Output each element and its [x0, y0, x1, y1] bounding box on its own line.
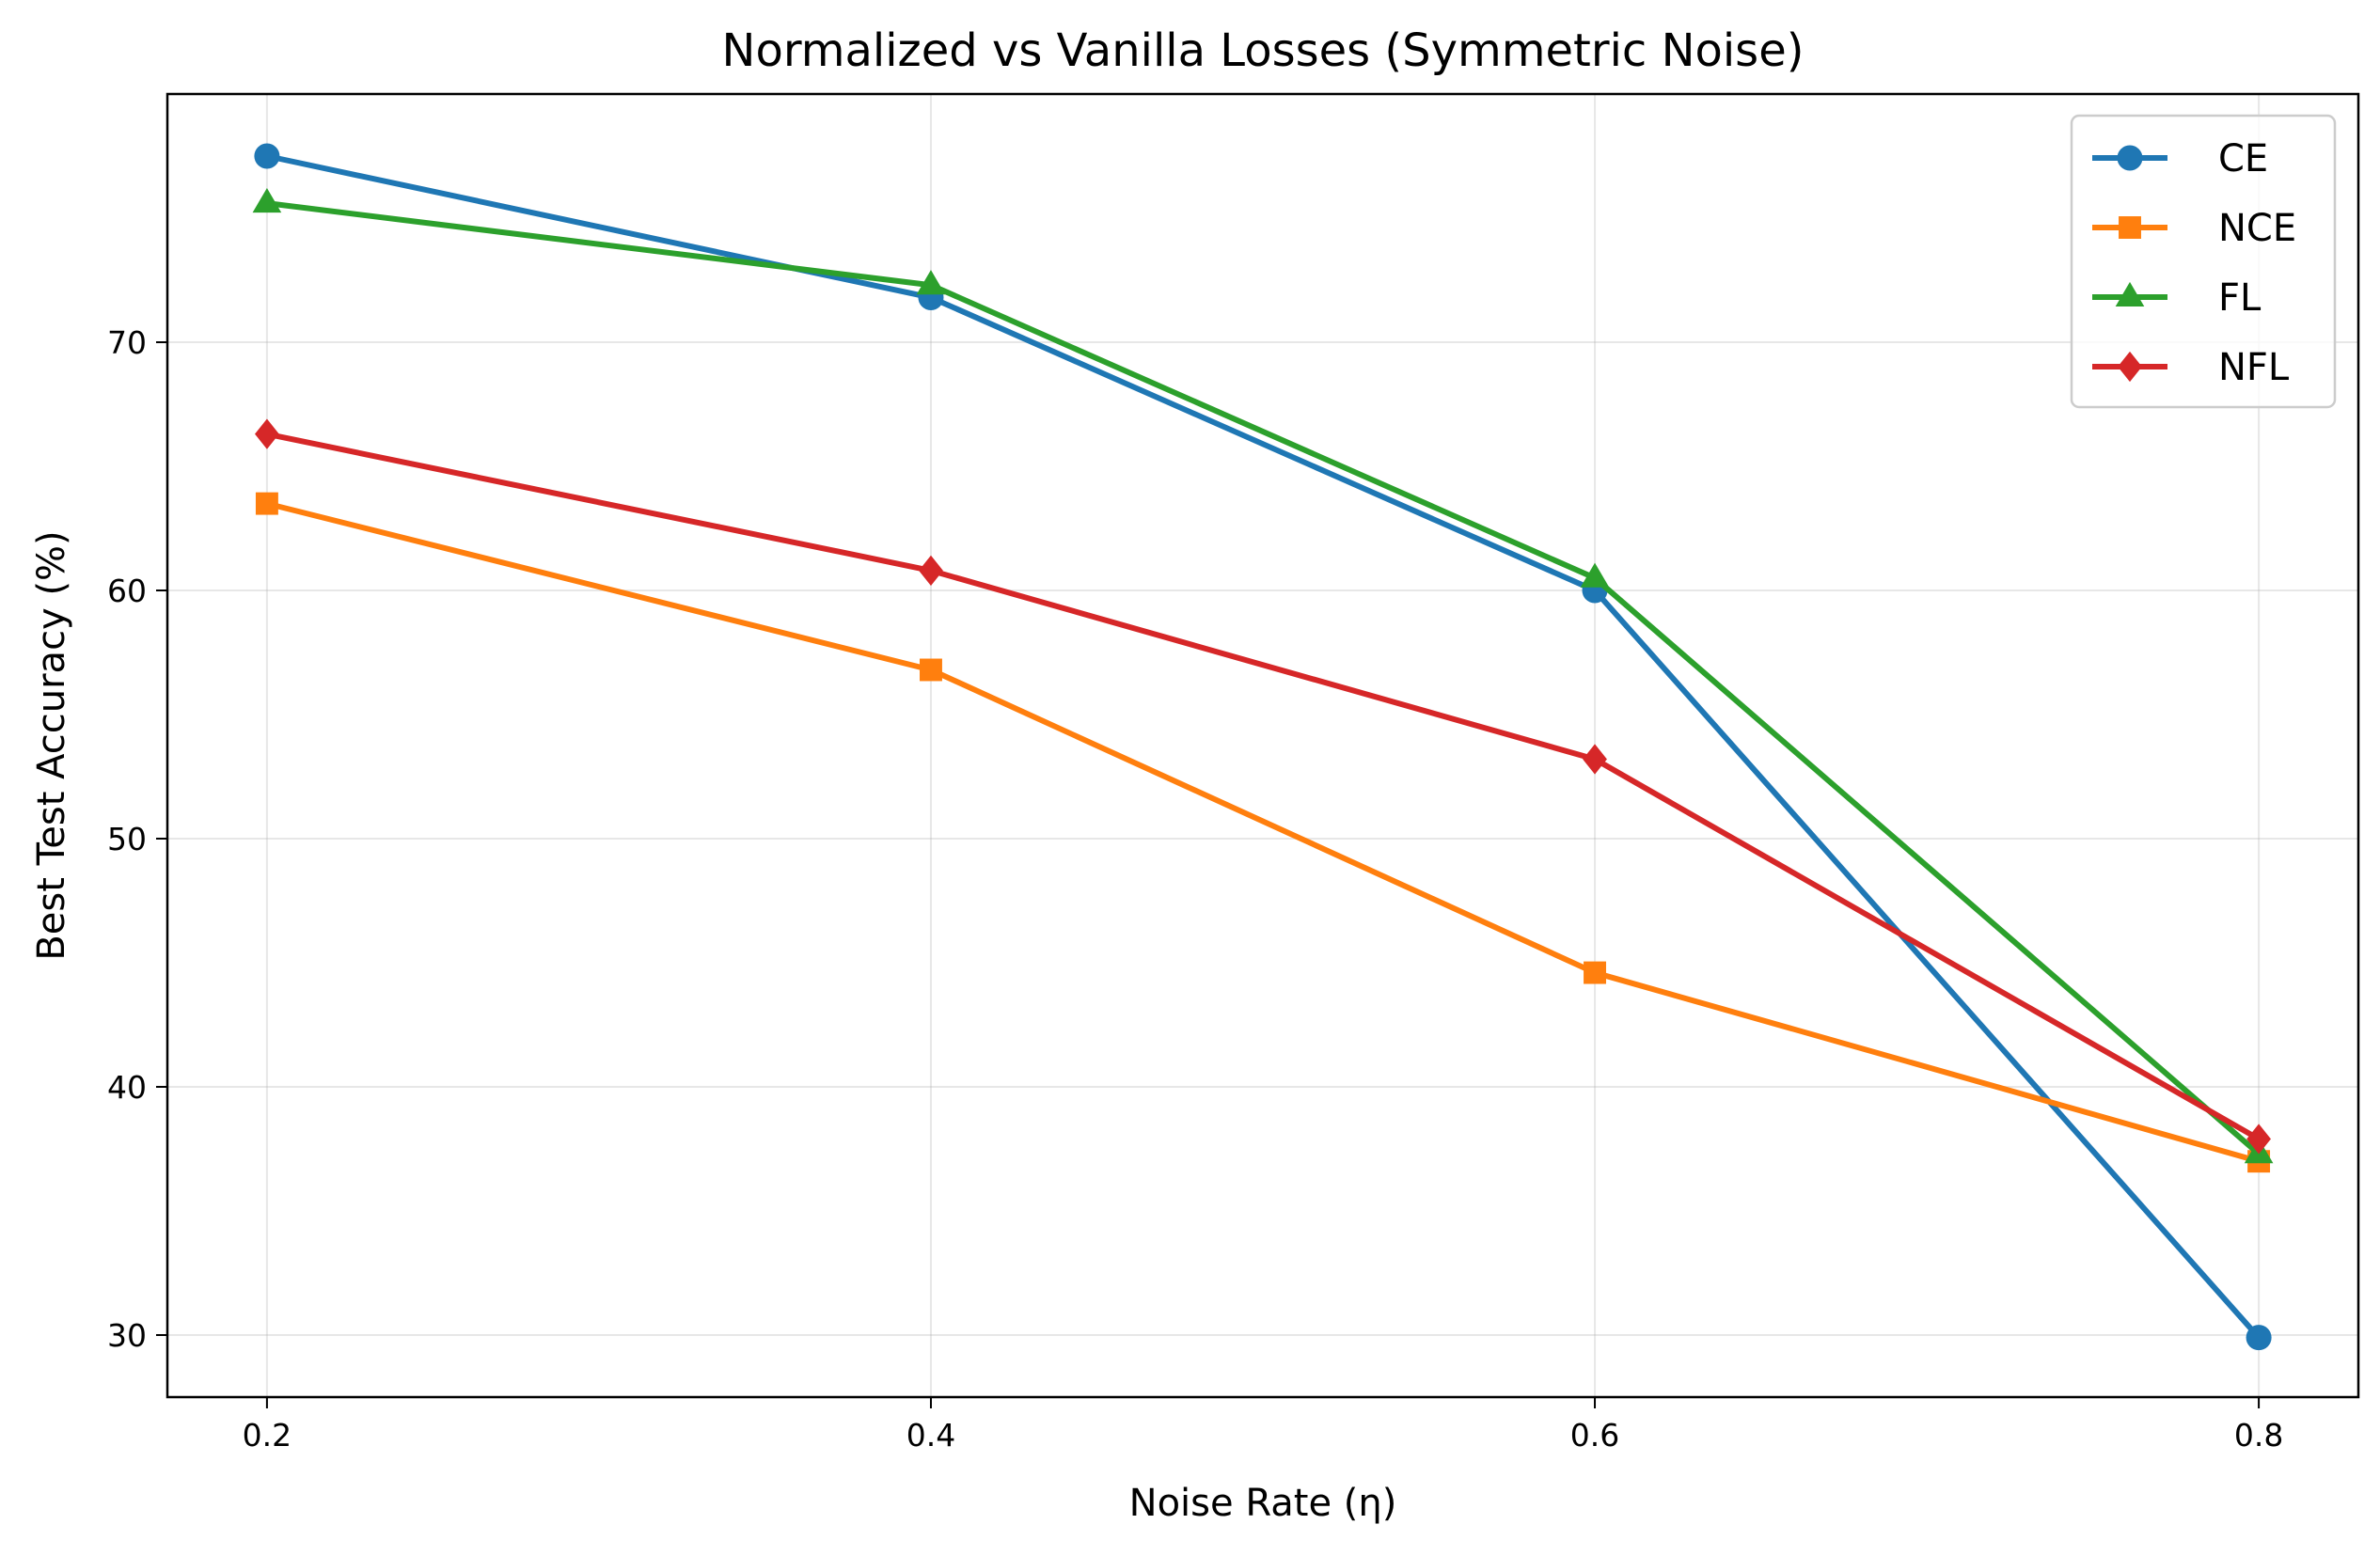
series-line-nce [263, 499, 2262, 1165]
data-point-nce [920, 658, 942, 682]
legend-label-ce: CE [2218, 137, 2268, 181]
legend-marker-nce [2119, 216, 2141, 239]
data-point-ce [2246, 1325, 2272, 1351]
legend-marker-fl [2115, 281, 2145, 306]
legend: CE NCE FL NFL [2070, 114, 2337, 409]
legend-marker-ce [2117, 145, 2143, 171]
series-line-fl [263, 199, 2263, 1158]
data-point-nfl [2246, 1124, 2271, 1155]
data-point-nfl [255, 418, 279, 449]
legend-box [2070, 114, 2337, 409]
chart-title: Normalized vs Vanilla Losses (Symmetric … [722, 24, 1805, 77]
x-axis-label: Noise Rate (η) [1129, 1482, 1397, 1525]
tick-layer: 0.2 0.4 0.6 0.8 30 40 50 60 70 [107, 324, 2283, 1454]
y-tick-label: 60 [107, 573, 147, 609]
x-tick-label: 0.4 [906, 1417, 955, 1454]
plot-frame [165, 92, 2360, 1399]
series-line-nfl [263, 431, 2263, 1143]
data-point-fl [252, 188, 282, 213]
y-tick-label: 70 [107, 324, 147, 361]
x-tick-label: 0.6 [1570, 1417, 1619, 1454]
y-tick-label: 50 [107, 821, 147, 857]
legend-item-fl: FL [2092, 276, 2262, 320]
data-point-fl [916, 270, 946, 295]
data-point-nce [255, 492, 278, 515]
y-axis-label: Best Test Accuracy (%) [30, 530, 73, 960]
x-tick-label: 0.2 [243, 1417, 292, 1454]
legend-item-ce: CE [2092, 137, 2268, 181]
legend-label-nce: NCE [2218, 207, 2296, 250]
series-ce [254, 143, 2272, 1351]
x-tick-label: 0.8 [2234, 1417, 2283, 1454]
data-point-fl [1580, 562, 1610, 588]
data-point-nce [1584, 961, 1606, 984]
legend-label-fl: FL [2218, 276, 2262, 320]
series-nfl [255, 418, 2271, 1155]
series-line-ce [263, 152, 2263, 1342]
data-point-nfl [1583, 744, 1607, 775]
data-point-nfl [919, 555, 943, 586]
series-fl [252, 188, 2274, 1164]
grid-layer [167, 94, 2358, 1397]
legend-label-nfl: NFL [2218, 346, 2290, 389]
legend-marker-nfl [2118, 351, 2142, 383]
series-nce [255, 492, 2271, 1173]
legend-item-nce: NCE [2092, 207, 2296, 250]
legend-item-nfl: NFL [2092, 346, 2290, 389]
y-tick-label: 30 [107, 1317, 147, 1354]
data-point-ce [254, 143, 280, 169]
y-tick-label: 40 [107, 1069, 147, 1106]
series-layer [252, 143, 2274, 1351]
